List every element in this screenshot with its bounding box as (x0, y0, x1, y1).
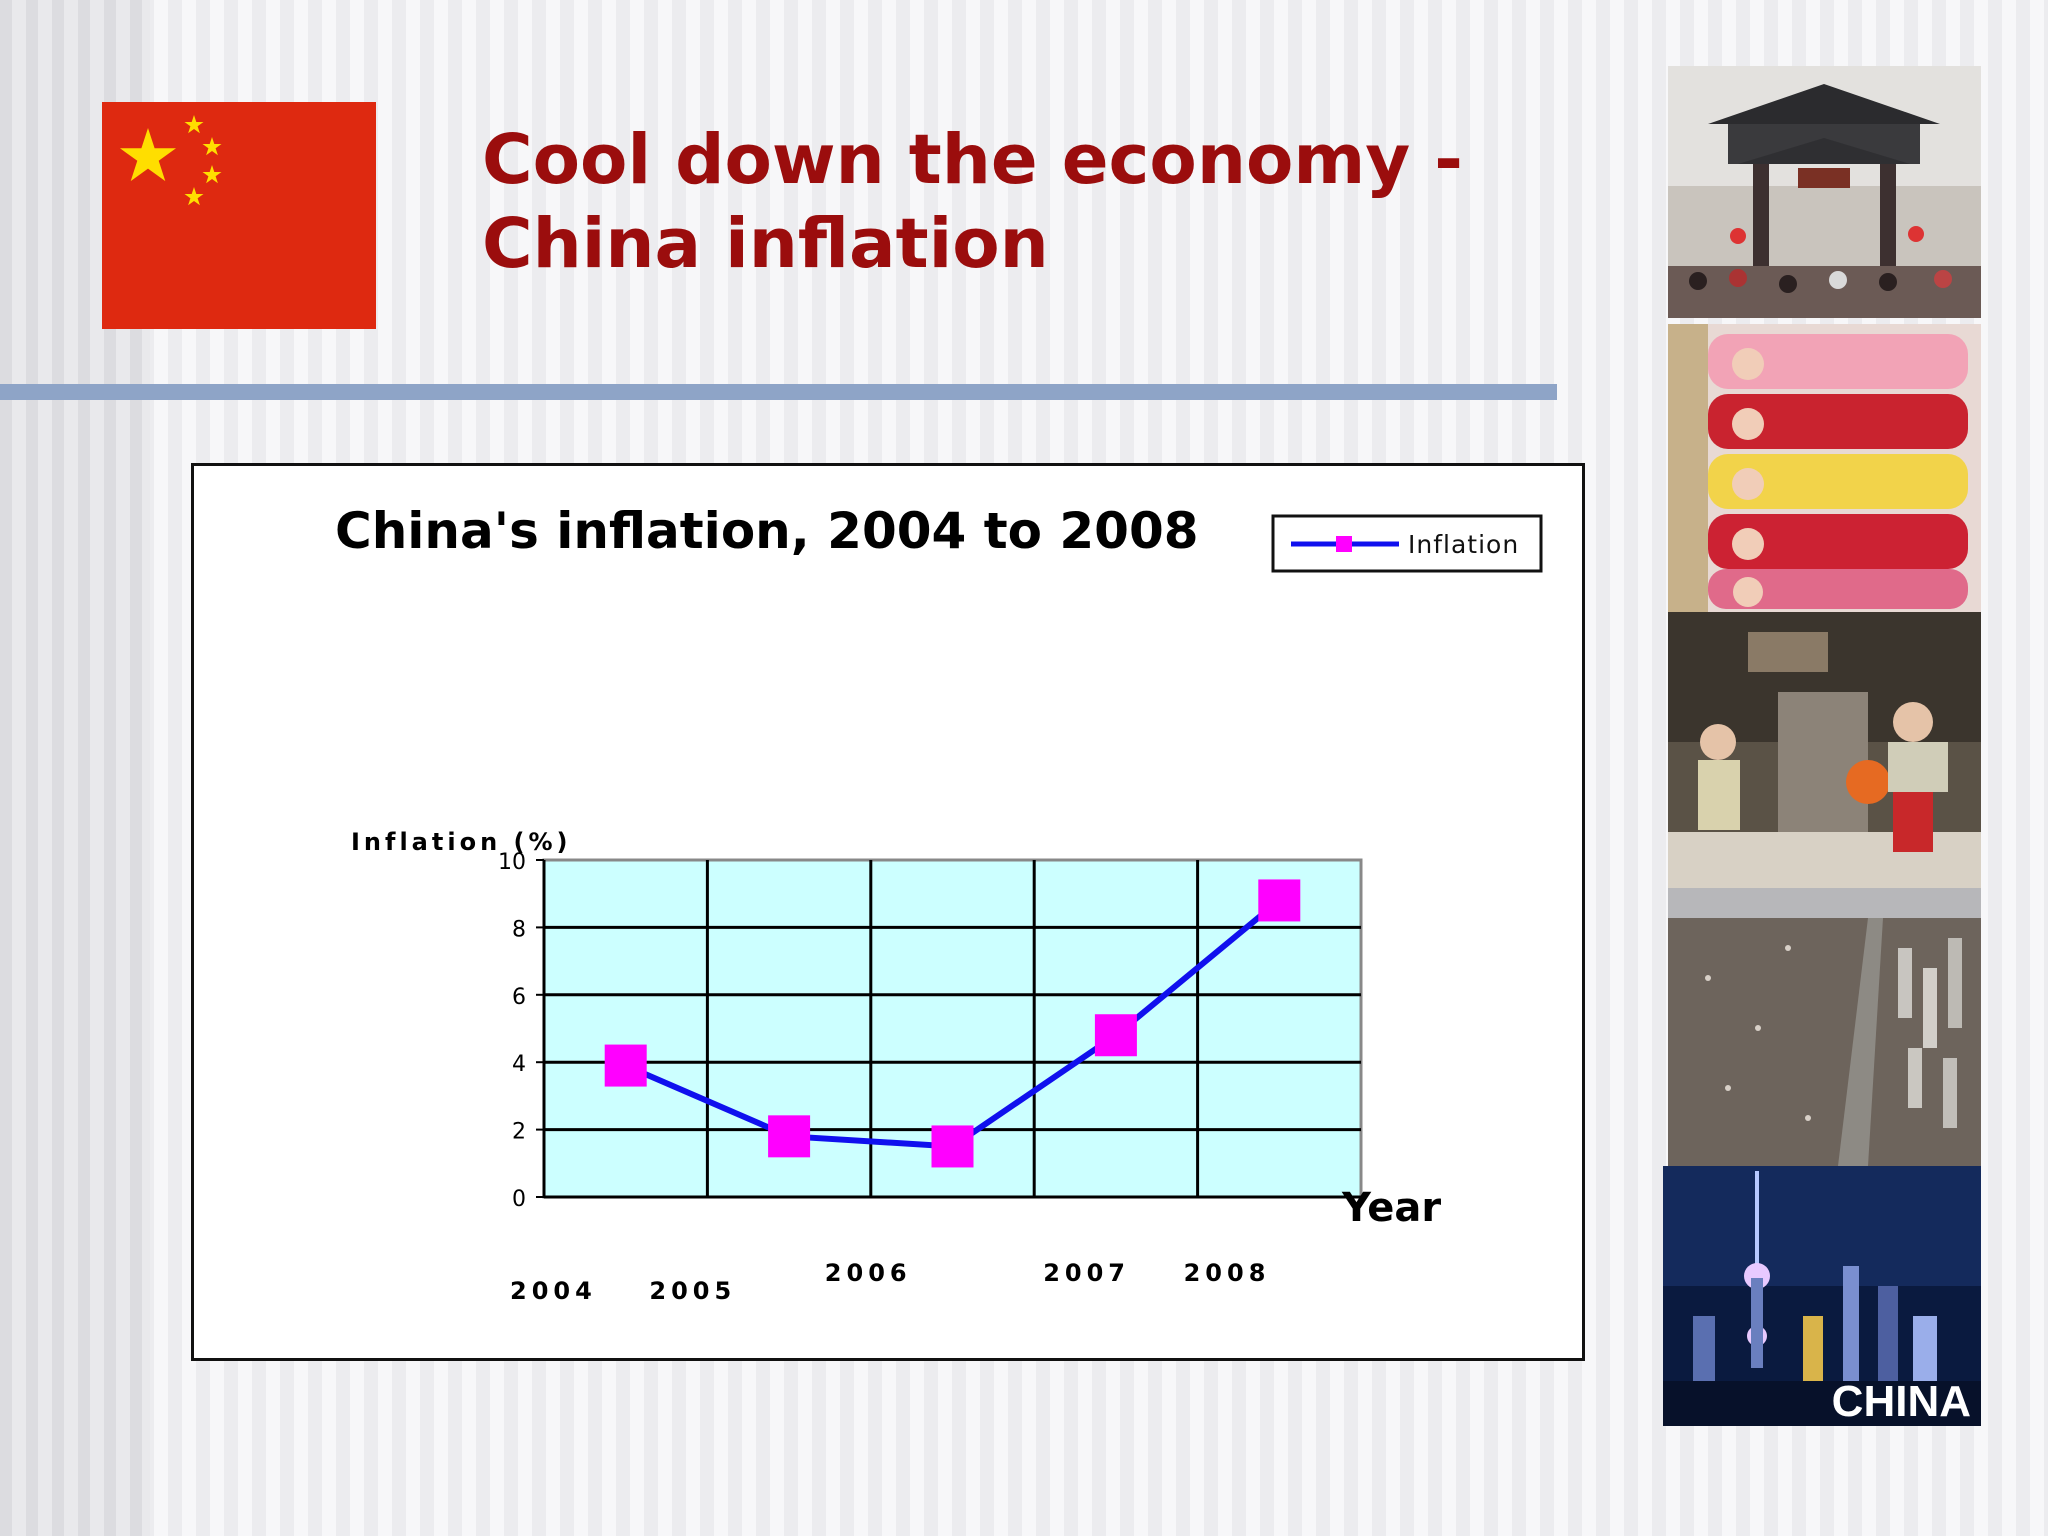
title-underline-bar (0, 384, 1557, 400)
slide-title-line-1: Cool down the economy - (482, 120, 1463, 200)
data-point-marker (604, 1044, 647, 1087)
x-tick-label: 2007 (1043, 1259, 1130, 1287)
y-tick-label: 0 (512, 1187, 526, 1212)
babies-photo (1668, 324, 1981, 612)
series-inflation (604, 879, 1301, 1168)
data-point-marker (1258, 879, 1301, 922)
y-tick-label: 2 (512, 1120, 526, 1145)
data-point-marker (931, 1125, 974, 1168)
flag-small-star (184, 115, 204, 134)
kitchen-photo (1668, 612, 1981, 888)
flag-field (102, 102, 376, 329)
slide-title-line-2: China inflation (482, 204, 1049, 284)
photo-strip: CHINA (1663, 66, 1981, 1426)
flag-small-star (202, 137, 222, 156)
legend-box (1271, 514, 1543, 573)
slide-title: Cool down the economy - China inflation (482, 118, 1582, 286)
y-tick-label: 10 (498, 850, 526, 875)
x-tick-label: 2005 (649, 1277, 736, 1305)
x-tick-label: 2008 (1184, 1259, 1271, 1287)
x-tick-labels: 2004 2005 2006 2007 2008 (510, 1259, 1271, 1305)
skyline-night-photo: CHINA (1663, 1166, 1981, 1426)
x-axis-label: Year (1341, 1185, 1441, 1231)
y-tick-label: 4 (512, 1052, 526, 1077)
gate-photo (1668, 66, 1981, 318)
chart-title: China's inflation, 2004 to 2008 (335, 502, 1199, 560)
data-point-marker (768, 1115, 811, 1158)
x-tick-label: 2004 (510, 1277, 597, 1305)
legend-marker-swatch (1336, 536, 1352, 552)
data-point-marker (1094, 1014, 1137, 1057)
city-aerial-photo (1668, 888, 1981, 1166)
y-tick-label: 8 (512, 917, 526, 942)
y-axis-label: Inflation (%) (351, 828, 572, 856)
photo-caption: CHINA (1832, 1377, 1971, 1426)
flag-big-star (120, 128, 176, 182)
x-tick-label: 2006 (825, 1259, 912, 1287)
flag-small-star (202, 165, 222, 184)
flag-small-star (184, 187, 204, 206)
chart-legend: Inflation (1271, 514, 1543, 573)
y-tick-label: 6 (512, 985, 526, 1010)
china-flag-icon (102, 102, 376, 329)
inflation-line-chart: China's inflation, 2004 to 2008 Inflatio… (335, 502, 1543, 1305)
legend-label: Inflation (1408, 530, 1519, 559)
y-tick-labels: 0 2 4 6 8 10 (498, 850, 544, 1212)
